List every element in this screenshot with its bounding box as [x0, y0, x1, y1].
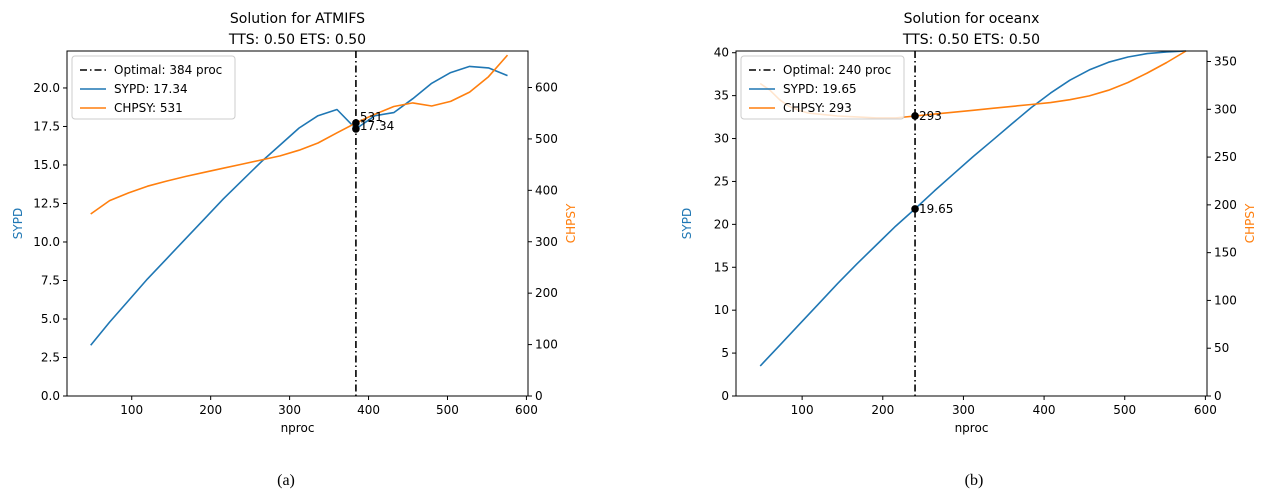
x-tick-label: 400: [1033, 403, 1056, 417]
legend-item: Optimal: 384 proc: [114, 63, 222, 77]
y2-axis-label: CHPSY: [1243, 203, 1257, 243]
data-label-chpsy: 293: [919, 109, 942, 123]
optimal-point-sypd: [911, 205, 919, 213]
data-label-sypd: 19.65: [919, 202, 953, 216]
x-tick-label: 500: [436, 403, 459, 417]
legend-box: [740, 55, 905, 120]
y-tick-label: 30: [714, 132, 729, 146]
x-axis-label: nproc: [281, 421, 315, 435]
y-tick-label: 15.0: [33, 158, 60, 172]
optimal-point-chpsy: [352, 119, 360, 127]
x-tick-label: 100: [791, 403, 814, 417]
chart-panel-a: Solution for ATMIFS TTS: 0.50 ETS: 0.50 10…: [11, 11, 578, 489]
y2-tick-label: 0: [535, 389, 543, 403]
legend-item: SYPD: 19.65: [783, 82, 857, 96]
y-tick-label: 10.0: [33, 235, 60, 249]
y2-tick-label: 300: [535, 235, 558, 249]
series-line-sypd: [90, 65, 508, 346]
x-tick-label: 400: [357, 403, 380, 417]
y2-axis-label: CHPSY: [564, 203, 578, 243]
y2-tick-label: 300: [1214, 102, 1237, 116]
y-tick-label: 5: [721, 346, 729, 360]
plot-frame: [66, 50, 529, 397]
x-tick-label: 300: [278, 403, 301, 417]
y2-tick-label: 100: [535, 338, 558, 352]
x-tick-label: 600: [515, 403, 538, 417]
y-tick-label: 25: [714, 174, 729, 188]
plot-frame: [735, 50, 1208, 397]
y-tick-label: 0.0: [41, 389, 60, 403]
y-tick-label: 20.0: [33, 81, 60, 95]
y2-tick-label: 50: [1214, 341, 1229, 355]
y-tick-label: 20: [714, 217, 729, 231]
y2-tick-label: 0: [1214, 389, 1222, 403]
data-label-sypd: 17.34: [360, 119, 394, 133]
y2-tick-label: 200: [535, 286, 558, 300]
optimal-point-sypd: [352, 125, 360, 133]
data-label-chpsy: 531: [360, 110, 383, 124]
x-tick-label: 500: [1113, 403, 1136, 417]
y-tick-label: 40: [714, 46, 729, 60]
x-axis-label: nproc: [955, 421, 989, 435]
x-tick-label: 200: [199, 403, 222, 417]
series-line-chpsy: [90, 54, 509, 215]
chart-title: Solution for ATMIFS: [230, 11, 365, 27]
chart-title: Solution for oceanx: [904, 11, 1040, 27]
y2-tick-label: 400: [535, 183, 558, 197]
y2-tick-label: 500: [535, 132, 558, 146]
y-tick-label: 2.5: [41, 350, 60, 364]
y2-tick-label: 350: [1214, 55, 1237, 69]
y-tick-label: 12.5: [33, 196, 60, 210]
y-axis-label: SYPD: [11, 208, 25, 239]
x-tick-label: 200: [871, 403, 894, 417]
y2-tick-label: 250: [1214, 150, 1237, 164]
legend-item: CHPSY: 293: [783, 101, 852, 115]
legend-item: SYPD: 17.34: [114, 82, 188, 96]
y-tick-label: 0: [721, 389, 729, 403]
y2-tick-label: 600: [535, 81, 558, 95]
y-tick-label: 5.0: [41, 312, 60, 326]
y-tick-label: 7.5: [41, 273, 60, 287]
y-tick-label: 35: [714, 89, 729, 103]
legend-box: [71, 55, 236, 120]
y-tick-label: 17.5: [33, 119, 60, 133]
y-tick-label: 10: [714, 303, 729, 317]
y2-tick-label: 150: [1214, 246, 1237, 260]
y-axis-label: SYPD: [680, 208, 694, 239]
y2-tick-label: 100: [1214, 293, 1237, 307]
x-tick-label: 100: [120, 403, 143, 417]
y2-tick-label: 200: [1214, 198, 1237, 212]
legend-item: Optimal: 240 proc: [783, 63, 891, 77]
chart-subtitle: TTS: 0.50 ETS: 0.50: [228, 32, 366, 48]
chart-panel-b: Solution for oceanx TTS: 0.50 ETS: 0.50 10…: [680, 11, 1257, 489]
x-tick-label: 600: [1194, 403, 1217, 417]
panel-caption: (b): [965, 472, 984, 489]
panel-caption: (a): [277, 472, 295, 489]
chart-subtitle: TTS: 0.50 ETS: 0.50: [902, 32, 1040, 48]
series-line-sypd: [759, 50, 1187, 367]
legend-item: CHPSY: 531: [114, 101, 183, 115]
y-tick-label: 15: [714, 260, 729, 274]
optimal-point-chpsy: [911, 112, 919, 120]
x-tick-label: 300: [952, 403, 975, 417]
